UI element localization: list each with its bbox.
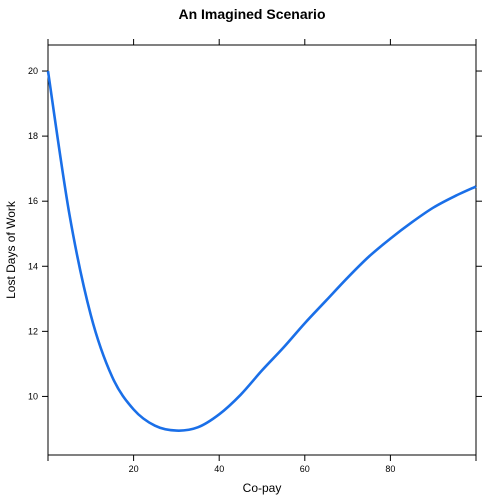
y-axis-label: Lost Days of Work: [4, 200, 18, 299]
x-tick-label: 20: [129, 464, 139, 474]
x-tick-label: 40: [214, 464, 224, 474]
y-tick-label: 14: [28, 261, 38, 271]
y-tick-label: 12: [28, 326, 38, 336]
plot-frame: [47, 44, 477, 456]
series-line: [46, 70, 477, 432]
x-tick-label: 60: [300, 464, 310, 474]
tick-labels: 20 40 60 80 10 12 14 16 18 20: [28, 66, 395, 474]
y-tick-label: 18: [28, 131, 38, 141]
series-group: [46, 70, 477, 432]
x-axis-label: Co-pay: [243, 481, 282, 495]
y-tick-label: 20: [28, 66, 38, 76]
x-tick-label: 80: [385, 464, 395, 474]
chart-title: An Imagined Scenario: [178, 6, 325, 22]
y-tick-label: 16: [28, 196, 38, 206]
y-tick-label: 10: [28, 391, 38, 401]
axis-ticks: [42, 39, 482, 461]
